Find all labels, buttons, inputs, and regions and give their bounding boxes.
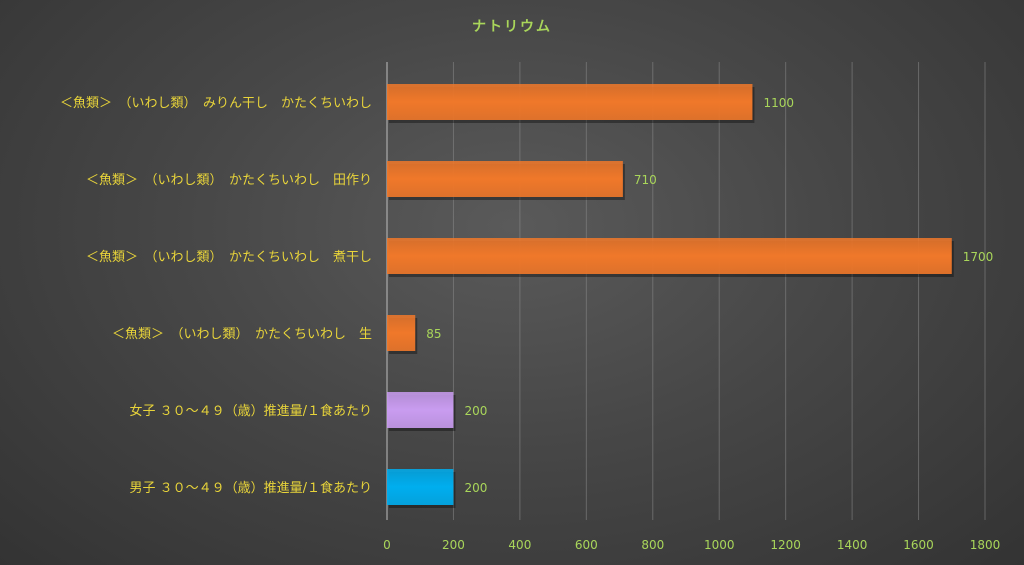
x-tick-label: 1000 — [704, 538, 735, 552]
bar — [387, 392, 454, 428]
bar — [387, 161, 623, 197]
x-tick-label: 0 — [383, 538, 391, 552]
category-label: 男子 ３０～４９（歳）推進量/１食あたり — [129, 480, 372, 496]
x-tick-label: 600 — [575, 538, 598, 552]
bar — [387, 315, 416, 351]
bar — [387, 238, 952, 274]
bar — [387, 469, 454, 505]
bar — [387, 84, 753, 120]
category-label: 女子 ３０～４９（歳）推進量/１食あたり — [129, 403, 372, 419]
x-tick-label: 1200 — [770, 538, 801, 552]
category-label: ＜魚類＞ （いわし類） みりん干し かたくちいわし — [60, 96, 372, 111]
x-tick-label: 1400 — [837, 538, 868, 552]
data-label: 200 — [464, 404, 487, 418]
x-tick-label: 1800 — [970, 538, 1001, 552]
x-tick-label: 1600 — [903, 538, 934, 552]
data-label: 85 — [426, 327, 441, 341]
x-tick-label: 800 — [641, 538, 664, 552]
category-label: ＜魚類＞ （いわし類） かたくちいわし 煮干し — [86, 250, 372, 265]
category-label: ＜魚類＞ （いわし類） かたくちいわし 田作り — [86, 173, 372, 188]
data-label: 1100 — [763, 96, 794, 110]
x-tick-label: 400 — [508, 538, 531, 552]
data-label: 710 — [634, 173, 657, 187]
category-label: ＜魚類＞ （いわし類） かたくちいわし 生 — [112, 327, 372, 342]
x-tick-label: 200 — [442, 538, 465, 552]
data-label: 200 — [464, 481, 487, 495]
data-label: 1700 — [963, 250, 994, 264]
chart-title: ナトリウム — [472, 19, 552, 35]
